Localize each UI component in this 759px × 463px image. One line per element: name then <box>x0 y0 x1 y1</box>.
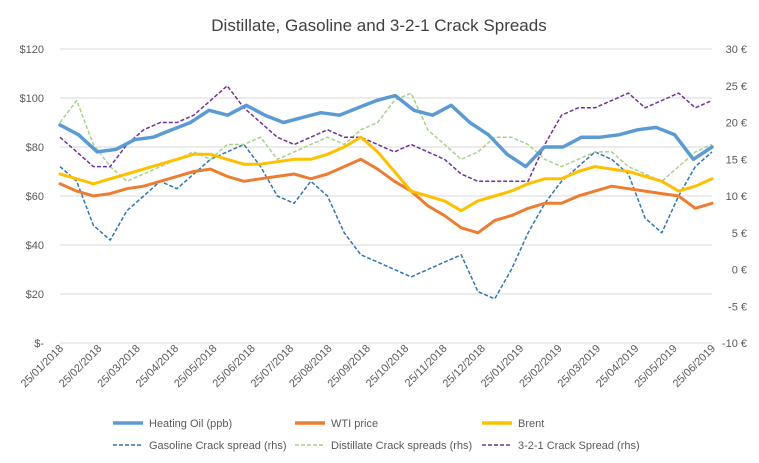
y-right-tick-label: 10 € <box>726 191 747 203</box>
y-left-tick-label: $80 <box>26 142 44 154</box>
y-right-tick-label: -5 € <box>728 301 747 313</box>
legend-label: Brent <box>518 418 544 430</box>
y-left-tick-label: $- <box>34 338 44 350</box>
legend-label: Gasoline Crack spread (rhs) <box>149 440 287 452</box>
x-axis: 25/01/201825/02/201825/03/201825/04/2018… <box>19 343 718 390</box>
y-axis-right: -10 € -5 € 0 € 5 € 10 € 15 € 20 € 25 € 30 € <box>722 44 747 350</box>
y-right-tick-label: 15 € <box>726 154 747 166</box>
y-right-tick-label: 0 € <box>732 265 747 277</box>
legend: Heating Oil (ppb) WTI price Brent Gasoline … <box>113 418 640 452</box>
y-right-tick-label: 30 € <box>726 44 747 56</box>
legend-label: WTI price <box>331 418 378 430</box>
y-right-tick-label: 25 € <box>726 81 747 93</box>
chart-title: Distillate, Gasoline and 3-2-1 Crack Spr… <box>211 16 546 35</box>
series-line-3 <box>59 143 713 300</box>
y-left-tick-label: $120 <box>20 44 44 56</box>
gridlines <box>60 48 712 344</box>
legend-label: 3-2-1 Crack Spread (rhs) <box>518 440 640 452</box>
y-left-tick-label: $60 <box>26 191 44 203</box>
series-line-2 <box>58 135 714 213</box>
y-left-tick-label: $100 <box>20 93 44 105</box>
y-right-tick-label: 20 € <box>726 118 747 130</box>
series-line-5 <box>59 85 713 183</box>
series-lines <box>58 85 714 300</box>
series-line-0 <box>58 93 714 169</box>
y-right-tick-label: 5 € <box>732 228 747 240</box>
series-line-1 <box>58 157 714 235</box>
y-right-tick-label: -10 € <box>722 338 747 350</box>
y-left-tick-label: $20 <box>26 289 44 301</box>
legend-label: Heating Oil (ppb) <box>149 418 232 430</box>
y-left-tick-label: $40 <box>26 240 44 252</box>
legend-label: Distillate Crack spreads (rhs) <box>331 440 472 452</box>
y-axis-left: $- $20 $40 $60 $80 $100 $120 <box>20 44 45 350</box>
